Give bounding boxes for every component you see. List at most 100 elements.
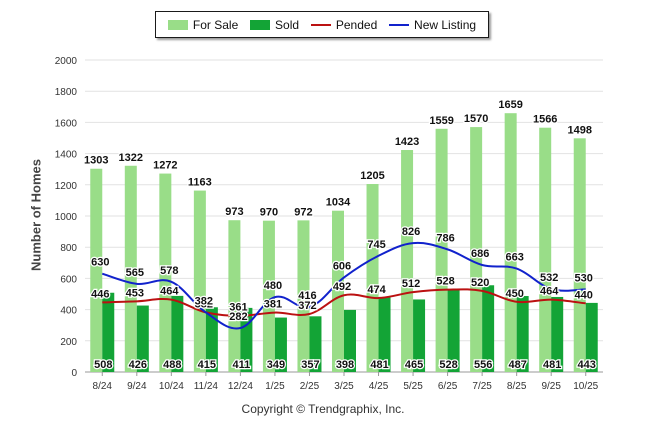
label-pended: 474 bbox=[367, 284, 386, 296]
bar-sold bbox=[482, 285, 495, 372]
label-pended: 464 bbox=[160, 286, 179, 298]
x-tick-label: 6/25 bbox=[438, 381, 458, 392]
legend-item-for-sale[interactable]: For Sale bbox=[167, 18, 238, 32]
label-new-listing: 826 bbox=[402, 226, 420, 238]
label-new-listing: 530 bbox=[575, 272, 593, 284]
legend-item-sold[interactable]: Sold bbox=[250, 18, 299, 32]
bar-for-sale bbox=[470, 127, 483, 372]
label-new-listing: 745 bbox=[367, 239, 385, 251]
x-tick-label: 2/25 bbox=[300, 381, 320, 392]
bar-for-sale bbox=[435, 128, 448, 372]
bar-sold bbox=[447, 289, 460, 372]
label-sold: 398 bbox=[336, 359, 354, 371]
label-new-listing: 382 bbox=[195, 295, 213, 307]
y-tick-label: 2000 bbox=[55, 56, 78, 67]
bar-for-sale bbox=[401, 150, 414, 372]
label-sold: 465 bbox=[405, 359, 423, 371]
label-new-listing: 480 bbox=[264, 280, 282, 292]
label-pended: 453 bbox=[126, 287, 144, 299]
label-sold: 528 bbox=[439, 359, 457, 371]
bar-for-sale bbox=[539, 127, 552, 372]
y-tick-label: 1200 bbox=[55, 181, 78, 192]
label-sold: 349 bbox=[267, 359, 285, 371]
legend-label-pended: Pended bbox=[335, 17, 378, 32]
label-pended: 520 bbox=[471, 277, 489, 289]
bar-for-sale bbox=[228, 220, 241, 372]
legend-label-sold: Sold bbox=[275, 17, 300, 32]
y-tick-label: 1000 bbox=[55, 212, 78, 223]
label-for-sale: 1566 bbox=[533, 114, 557, 126]
line-series bbox=[101, 241, 586, 330]
y-tick-label: 400 bbox=[60, 306, 77, 317]
label-new-listing: 532 bbox=[540, 272, 558, 284]
label-pended: 528 bbox=[436, 276, 454, 288]
bar-sold bbox=[413, 299, 426, 372]
bar-sold bbox=[136, 305, 149, 372]
label-new-listing: 606 bbox=[333, 260, 351, 272]
x-tick-label: 12/24 bbox=[228, 381, 253, 392]
y-axis-title: Number of Homes bbox=[28, 159, 44, 271]
label-sold: 415 bbox=[198, 359, 216, 371]
pended-line bbox=[102, 288, 586, 317]
label-pended: 512 bbox=[402, 278, 420, 290]
label-for-sale: 973 bbox=[225, 206, 243, 218]
label-pended: 361 bbox=[229, 302, 247, 314]
bar-sold bbox=[274, 317, 287, 372]
x-axis: 8/24 9/24 10/24 11/24 12/24 1/25 2/25 3/25 4/25 5… bbox=[93, 372, 599, 392]
label-pended: 381 bbox=[264, 299, 282, 311]
legend-swatch-pended bbox=[310, 23, 331, 26]
label-pended: 450 bbox=[505, 288, 523, 300]
legend-item-new-listing[interactable]: New Listing bbox=[389, 18, 476, 32]
label-new-listing: 565 bbox=[126, 267, 144, 279]
label-sold: 481 bbox=[543, 359, 561, 371]
label-new-listing: 786 bbox=[436, 232, 454, 244]
label-for-sale: 1303 bbox=[84, 155, 108, 167]
x-tick-label: 10/24 bbox=[159, 381, 184, 392]
sold-bars bbox=[102, 285, 598, 372]
label-for-sale: 1570 bbox=[464, 113, 488, 125]
label-new-listing: 663 bbox=[505, 252, 523, 264]
label-sold: 508 bbox=[94, 359, 112, 371]
y-tick-label: 0 bbox=[71, 368, 77, 379]
y-tick-label: 1400 bbox=[55, 150, 78, 161]
bar-sold bbox=[585, 302, 598, 372]
label-sold: 411 bbox=[233, 359, 251, 371]
bar-for-sale bbox=[504, 113, 517, 373]
label-for-sale: 970 bbox=[260, 207, 278, 219]
label-for-sale: 1163 bbox=[188, 177, 212, 189]
bar-sold bbox=[205, 307, 218, 372]
label-new-listing: 282 bbox=[229, 311, 247, 323]
label-for-sale: 1272 bbox=[153, 160, 177, 172]
data-labels: 1303 508 446 630 1322 426 453 565 1272 488 464 578 1… bbox=[83, 98, 597, 372]
y-tick-label: 800 bbox=[60, 243, 77, 254]
label-for-sale: 1205 bbox=[360, 170, 384, 182]
x-tick-label: 5/25 bbox=[403, 381, 423, 392]
label-new-listing: 630 bbox=[91, 257, 109, 269]
bar-for-sale bbox=[297, 220, 310, 372]
bar-sold bbox=[240, 307, 253, 372]
label-for-sale: 972 bbox=[294, 206, 312, 218]
label-sold: 487 bbox=[508, 359, 526, 371]
label-pended: 440 bbox=[575, 289, 593, 301]
label-sold: 426 bbox=[129, 359, 147, 371]
legend: For Sale Sold Pended New Listing bbox=[155, 11, 489, 38]
label-new-listing: 416 bbox=[298, 290, 316, 302]
bar-for-sale bbox=[193, 190, 206, 372]
bar-sold bbox=[309, 316, 322, 372]
label-sold: 488 bbox=[163, 359, 181, 371]
x-tick-label: 8/24 bbox=[93, 381, 113, 392]
bar-for-sale bbox=[159, 173, 172, 372]
bar-sold bbox=[551, 296, 564, 372]
label-pended: 372 bbox=[298, 300, 316, 312]
x-tick-label: 11/24 bbox=[194, 381, 219, 392]
new-listing-line bbox=[101, 241, 586, 330]
for-sale-bars bbox=[90, 113, 586, 373]
bar-sold bbox=[516, 296, 529, 372]
label-for-sale: 1559 bbox=[429, 115, 453, 127]
x-tick-label: 10/25 bbox=[573, 381, 598, 392]
bar-sold bbox=[344, 309, 356, 372]
bar-for-sale bbox=[262, 220, 275, 372]
x-tick-label: 1/25 bbox=[265, 381, 285, 392]
y-tick-label: 1800 bbox=[55, 87, 78, 98]
legend-item-pended[interactable]: Pended bbox=[310, 17, 378, 32]
